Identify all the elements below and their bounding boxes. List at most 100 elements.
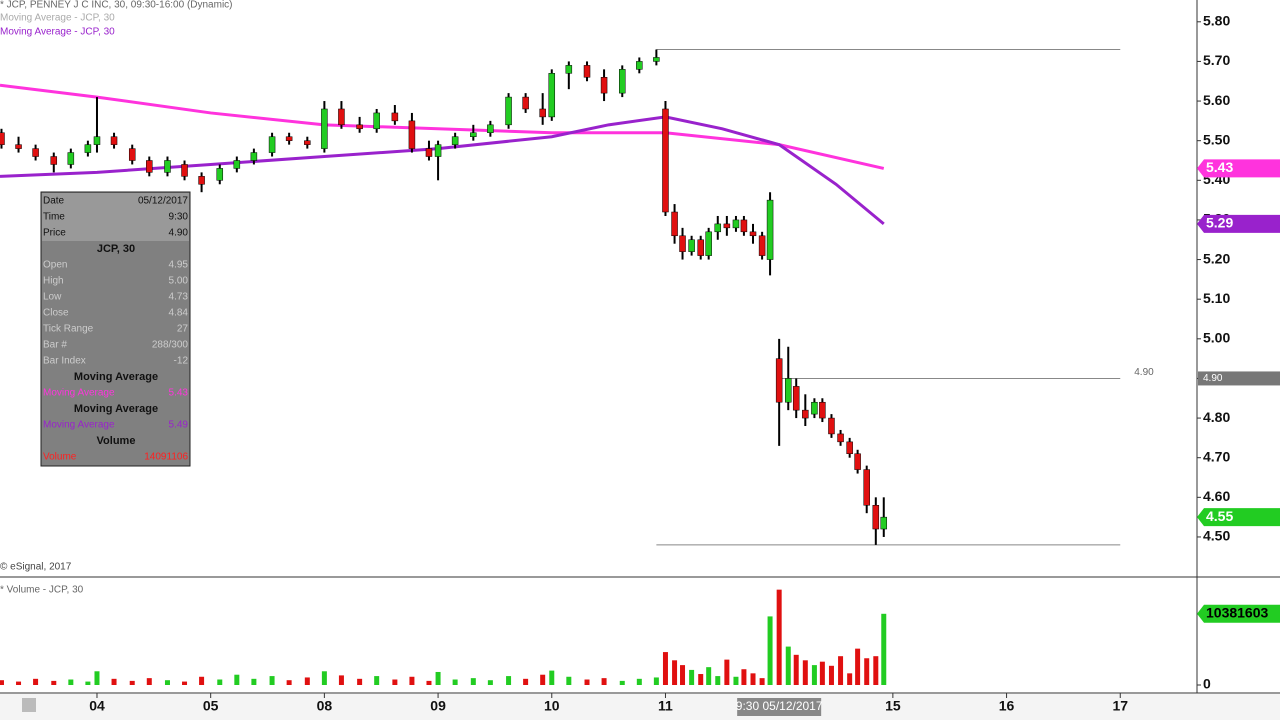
candle-body <box>93 136 101 145</box>
y-tick-label: 4.80 <box>1203 409 1230 425</box>
candle-body <box>15 144 22 149</box>
panel-label: Close <box>43 308 69 319</box>
volume-bar <box>802 660 808 685</box>
candle-body <box>373 112 380 130</box>
volume-bar <box>338 675 344 685</box>
volume-bar <box>864 658 870 685</box>
candle-body <box>723 223 731 229</box>
crosshair-price-label: 4.90 <box>1203 373 1223 384</box>
volume-bar <box>689 669 695 685</box>
volume-bar <box>51 680 57 685</box>
volume-bar <box>234 674 240 685</box>
info-panel: Date 05/12/2017 Time 9:30 Price 4.90 JCP, 30 Op… <box>40 191 191 467</box>
candle-body <box>434 144 442 157</box>
candle-body <box>470 132 477 137</box>
volume-bar <box>321 671 327 685</box>
volume-bar <box>776 589 782 685</box>
x-tick-label: 11 <box>658 698 673 714</box>
volume-bar <box>426 680 432 685</box>
time-axis <box>0 694 1280 720</box>
candle-body <box>880 516 888 530</box>
last-value-label: 5.43 <box>1206 159 1233 175</box>
candle-body <box>705 231 712 256</box>
candle-body <box>636 61 643 70</box>
panel-label: Low <box>43 292 62 303</box>
volume-bar <box>374 676 380 685</box>
panel-label: Moving Average <box>43 420 115 431</box>
candle-body <box>50 156 58 165</box>
volume-bar <box>217 679 223 685</box>
candle-body <box>600 77 608 94</box>
volume-bar <box>304 677 310 685</box>
volume-bar <box>715 676 721 685</box>
volume-bar <box>785 646 791 685</box>
panel-label: Bar Index <box>43 356 86 367</box>
volume-bar <box>435 671 441 685</box>
panel-label: Open <box>43 260 67 271</box>
panel-value: 5.49 <box>169 420 189 431</box>
volume-bar <box>793 654 799 685</box>
candle-body <box>766 199 774 260</box>
volume-bar <box>0 680 4 685</box>
candle-body <box>828 417 835 435</box>
volume-bar <box>94 671 100 685</box>
crosshair-time-box <box>737 698 822 716</box>
crosshair-time-label: 9:30 05/12/2017 <box>736 699 823 713</box>
candle-body <box>425 148 433 157</box>
x-tick-label: 05 <box>203 698 219 714</box>
volume-bar <box>146 678 152 685</box>
volume-bar <box>662 652 668 685</box>
candle-body <box>84 144 92 153</box>
y-tick-label: 5.80 <box>1203 12 1230 28</box>
candle-body <box>785 378 792 403</box>
panel-value: -12 <box>174 356 189 367</box>
candle-body <box>662 108 669 213</box>
volume-bar <box>828 665 834 685</box>
volume-bar <box>741 669 747 685</box>
volume-bar <box>523 678 529 685</box>
x-tick-label: 04 <box>89 698 105 714</box>
candle-body <box>811 401 818 415</box>
legend-entry: Moving Average - JCP, 30 <box>0 13 115 24</box>
volume-bar <box>636 678 642 685</box>
volume-bar <box>111 678 117 685</box>
candle-body <box>758 235 766 256</box>
panel-value: 4.90 <box>169 228 189 239</box>
panel-label: Volume <box>43 452 77 463</box>
volume-bar <box>164 680 170 685</box>
candle-body <box>0 132 5 145</box>
volume-bar <box>199 676 205 685</box>
panel-label: High <box>43 276 64 287</box>
candle-body <box>408 120 416 149</box>
candle-body <box>181 164 188 177</box>
volume-bar <box>286 680 292 685</box>
volume-bar <box>409 676 415 685</box>
candle-body <box>802 409 809 419</box>
volume-bar <box>724 659 730 685</box>
last-value-box <box>1197 159 1280 178</box>
y-tick-label: 4.50 <box>1203 528 1230 544</box>
candle-body <box>837 433 844 443</box>
candle-body <box>146 160 153 173</box>
last-value-box <box>1197 214 1280 233</box>
panel-label: Moving Average <box>43 388 115 399</box>
x-tick-label: 17 <box>1112 698 1128 714</box>
volume-bar <box>182 681 188 685</box>
panel-header: Moving Average <box>74 371 158 383</box>
volume-bar <box>759 678 765 685</box>
candle-body <box>872 505 880 530</box>
candle-body <box>671 211 678 237</box>
candle-body <box>304 140 311 145</box>
panel-value: 27 <box>177 324 189 335</box>
panel-value: 5.00 <box>169 276 189 287</box>
volume-bar <box>601 678 607 685</box>
volume-bar <box>68 679 74 685</box>
crosshair-price-box <box>1198 371 1280 386</box>
volume-title: * Volume - JCP, 30 <box>0 585 84 596</box>
candle-body <box>819 401 826 419</box>
volume-bar <box>855 648 861 685</box>
panel-label: Date <box>43 196 65 207</box>
icon[interactable] <box>22 698 36 712</box>
panel-label: Price <box>43 228 66 239</box>
